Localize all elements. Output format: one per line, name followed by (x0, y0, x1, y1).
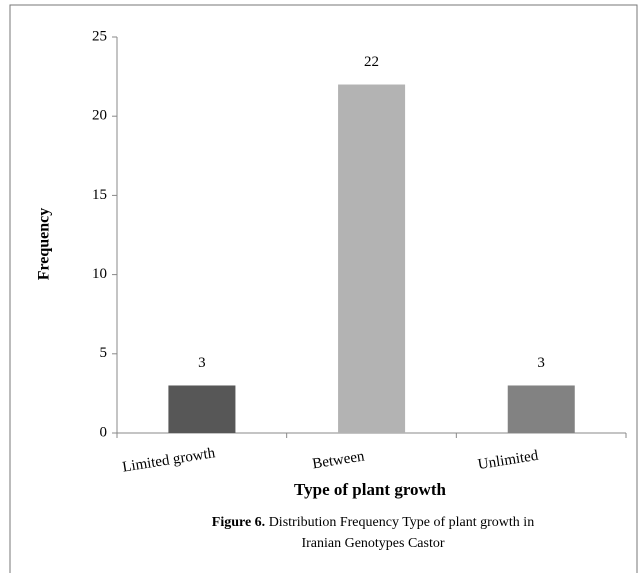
y-tick-label: 25 (92, 28, 107, 44)
caption-line: Iranian Genotypes Castor (301, 536, 444, 551)
y-tick-label: 0 (100, 424, 108, 440)
y-tick-label: 15 (92, 187, 107, 203)
bar (507, 385, 575, 433)
y-axis-label: Frequency (36, 208, 53, 281)
caption-label: Figure 6. (212, 515, 265, 530)
frame (9, 4, 638, 573)
y-tick-label: 20 (92, 108, 107, 124)
caption-line: Distribution Frequency Type of plant gro… (269, 515, 535, 530)
data-label: 3 (537, 355, 545, 371)
y-tick-label: 10 (92, 266, 107, 282)
x-tick-label: Unlimited (477, 448, 540, 473)
x-tick-label: Limited growth (121, 445, 217, 476)
data-label: 3 (198, 355, 206, 371)
bar (168, 385, 236, 433)
caption: Figure 6. Distribution Frequency Type of… (212, 515, 534, 530)
bar (338, 84, 406, 434)
x-axis-label: Type of plant growth (294, 480, 446, 499)
y-tick-label: 5 (100, 345, 108, 361)
x-tick-label: Between (311, 448, 366, 472)
data-label: 22 (364, 54, 379, 70)
